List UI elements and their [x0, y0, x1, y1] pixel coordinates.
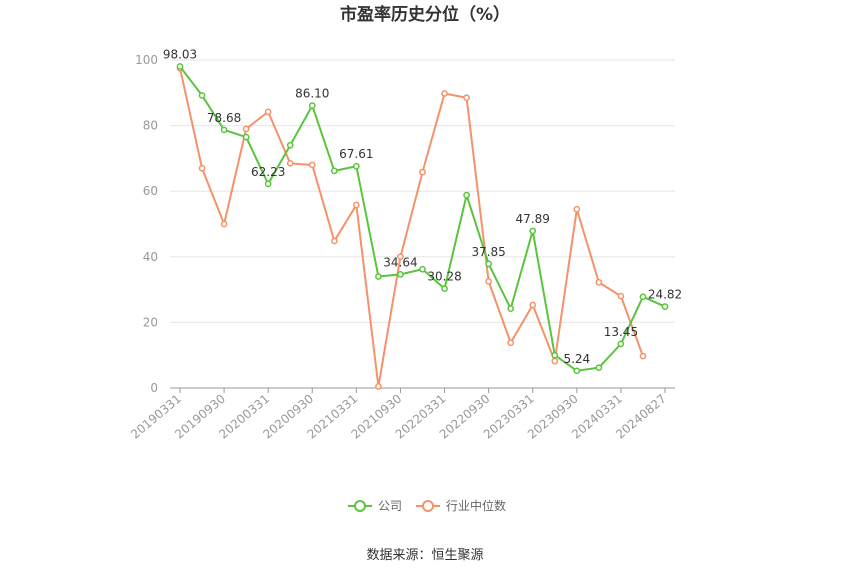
data-point: [330, 167, 338, 175]
data-label: 67.61: [339, 147, 373, 161]
data-point: [639, 352, 647, 360]
data-point: [617, 340, 625, 348]
data-point: [661, 303, 669, 310]
data-point: [286, 159, 294, 167]
data-label: 62.23: [251, 165, 285, 179]
data-point: [308, 102, 316, 109]
data-point: [375, 383, 382, 390]
data-point: [308, 161, 316, 169]
data-point: [441, 285, 448, 293]
y-tick-label: 100: [135, 53, 158, 67]
data-point: [529, 227, 537, 235]
data-point: [617, 292, 625, 300]
series-line: [179, 67, 644, 388]
y-tick-label: 40: [143, 250, 158, 264]
data-point: [242, 133, 250, 141]
data-label: 37.85: [471, 245, 505, 259]
data-point: [375, 273, 382, 280]
data-labels: 98.03 78.68 62.23 86.10 67.61 34.64 30.28 37.85…: [163, 47, 682, 365]
data-point: [529, 301, 537, 309]
data-point: [264, 108, 272, 116]
data-label: 98.03: [163, 47, 197, 61]
y-tick-label: 80: [143, 119, 158, 133]
data-point: [463, 94, 470, 102]
data-label: 78.68: [207, 111, 241, 125]
data-label: 47.89: [516, 212, 550, 226]
y-axis: 0 20 40 60 80 100: [135, 53, 158, 395]
y-tick-label: 20: [143, 315, 158, 329]
chart-title: 市盈率历史分位（%）: [340, 4, 510, 25]
data-point: [353, 162, 360, 170]
legend-item[interactable]: 行业中位数: [416, 498, 506, 513]
data-label: 24.82: [648, 288, 682, 302]
data-point: [419, 265, 426, 273]
data-point: [397, 253, 404, 261]
legend-item[interactable]: 公司: [348, 499, 402, 513]
legend[interactable]: 公司 行业中位数: [348, 498, 506, 513]
data-label: 30.28: [427, 270, 461, 284]
x-axis: 2019033120190930202003312020093020210331…: [128, 387, 675, 442]
data-point: [551, 351, 559, 359]
series-line: [179, 65, 666, 372]
data-point: [507, 305, 515, 312]
data-point: [551, 357, 559, 365]
data-point: [573, 367, 581, 375]
data-label: 34.64: [383, 255, 417, 269]
data-label: 5.24: [563, 352, 590, 366]
legend-marker: [422, 500, 434, 512]
data-point: [595, 279, 603, 286]
data-point: [264, 180, 272, 188]
data-point: [639, 293, 647, 301]
data-point: [485, 260, 492, 268]
data-label: 86.10: [295, 87, 329, 101]
data-point: [419, 168, 426, 176]
data-point: [463, 191, 470, 199]
data-label: 13.45: [604, 325, 638, 339]
data-point: [242, 125, 250, 133]
data-point: [595, 364, 603, 372]
data-point: [441, 90, 448, 97]
data-point: [397, 271, 404, 278]
data-point: [176, 63, 184, 70]
legend-marker: [354, 500, 366, 512]
data-point: [353, 201, 360, 209]
data-point: [198, 164, 206, 172]
legend-label: 公司: [378, 499, 402, 513]
data-point: [286, 141, 294, 149]
grid: [170, 59, 675, 389]
data-point: [220, 126, 228, 134]
data-point: [198, 92, 206, 99]
legend-label: 行业中位数: [446, 498, 506, 513]
y-tick-label: 60: [143, 184, 158, 198]
data-point: [485, 278, 492, 285]
data-source: 数据来源：恒生聚源: [366, 548, 483, 563]
data-point: [220, 220, 228, 228]
series-layer: [176, 63, 669, 390]
y-tick-label: 0: [150, 381, 158, 395]
data-point: [330, 237, 338, 245]
data-point: [573, 205, 581, 213]
data-point: [507, 339, 515, 347]
